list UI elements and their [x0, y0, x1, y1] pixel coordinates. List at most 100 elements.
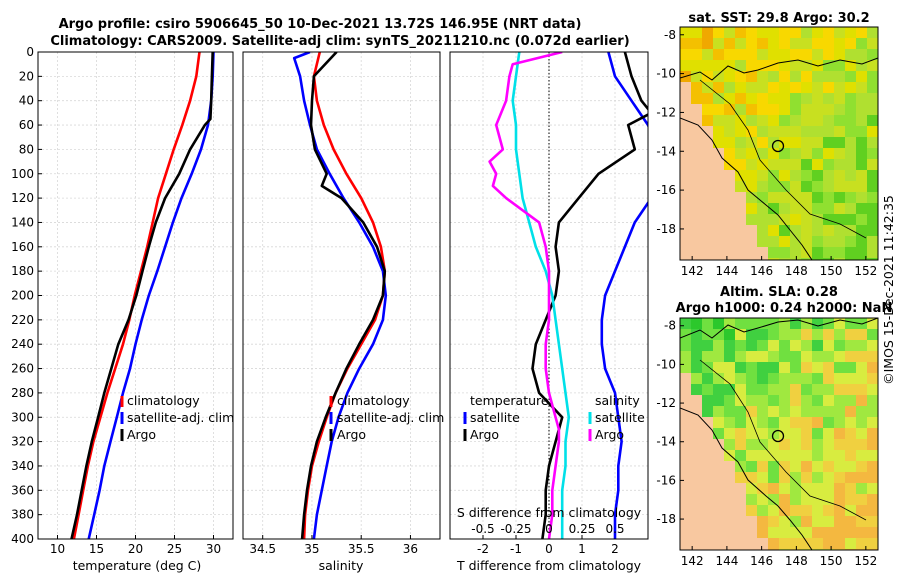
map-cell — [779, 516, 790, 527]
map-cell — [724, 38, 735, 49]
map-cell — [735, 181, 746, 192]
map-cell — [757, 505, 768, 516]
map-cell — [801, 170, 812, 181]
map-cell — [735, 93, 746, 104]
difference-frame — [449, 51, 649, 540]
map-cell — [768, 329, 779, 340]
map-cell — [801, 137, 812, 148]
map-cell — [867, 439, 878, 450]
sst-map-axes: 142 144 146 148 150 152 -8 -10 -12 -14 -16 -18 — [656, 28, 877, 278]
map-cell — [724, 362, 735, 373]
map-cell — [801, 60, 812, 71]
map-cell — [867, 159, 878, 170]
map-cell — [768, 203, 779, 214]
map-cell — [702, 27, 713, 38]
map-cell — [812, 472, 823, 483]
map-y-tick-label: -14 — [656, 144, 676, 158]
map-cell — [812, 450, 823, 461]
map-cell — [856, 192, 867, 203]
map-cell — [735, 428, 746, 439]
map-cell — [812, 148, 823, 159]
map-cell — [845, 104, 856, 115]
map-cell — [702, 384, 713, 395]
map-cell — [823, 340, 834, 351]
map-cell — [790, 318, 801, 329]
map-cell — [812, 82, 823, 93]
map-cell — [823, 38, 834, 49]
map-cell — [845, 181, 856, 192]
map-cell — [768, 406, 779, 417]
map-cell — [735, 49, 746, 60]
map-cell — [823, 82, 834, 93]
isobath — [699, 79, 867, 239]
map-cell — [757, 450, 768, 461]
map-cell — [735, 38, 746, 49]
map-cell — [746, 461, 757, 472]
map-cell — [845, 236, 856, 247]
map-cell — [790, 126, 801, 137]
map-cell — [757, 192, 768, 203]
map-cell — [768, 450, 779, 461]
map-cell — [746, 318, 757, 329]
map-cell — [801, 340, 812, 351]
map-cell — [746, 115, 757, 126]
map-cell — [746, 192, 757, 203]
map-cell — [680, 38, 691, 49]
map-cell — [790, 439, 801, 450]
map-cell — [713, 38, 724, 49]
map-cell — [691, 82, 702, 93]
map-cell — [757, 49, 768, 60]
x-tick-label: 0 — [545, 542, 553, 556]
legend-climatology: climatology — [337, 393, 410, 408]
map-cell — [790, 93, 801, 104]
map-cell — [834, 494, 845, 505]
map-cell — [757, 148, 768, 159]
map-cell — [834, 527, 845, 538]
map-cell — [779, 126, 790, 137]
map-cell — [768, 340, 779, 351]
map-cell — [812, 505, 823, 516]
map-cell — [812, 115, 823, 126]
map-cell — [834, 214, 845, 225]
map-cell — [790, 159, 801, 170]
legend-satellite: satellite-adj. clim — [337, 410, 444, 425]
map-cell — [790, 373, 801, 384]
map-cell — [757, 329, 768, 340]
map-cell — [823, 373, 834, 384]
map-cell — [702, 362, 713, 373]
map-cell — [768, 417, 779, 428]
x-tick-label: 34.5 — [249, 542, 276, 556]
map-cell — [746, 483, 757, 494]
map-cell — [713, 428, 724, 439]
series-line-salinity-satellite — [511, 52, 571, 539]
map-cell — [823, 60, 834, 71]
series-line-satellite-adj-clim — [87, 52, 215, 539]
map-cell — [823, 203, 834, 214]
map-cell — [790, 516, 801, 527]
map-cell — [867, 362, 878, 373]
map-cell — [801, 203, 812, 214]
map-cell — [746, 439, 757, 450]
y-tick-label: 220 — [11, 313, 34, 327]
map-cell — [691, 362, 702, 373]
map-cell — [768, 472, 779, 483]
map-cell — [746, 450, 757, 461]
map-cell — [856, 384, 867, 395]
map-cell — [779, 247, 790, 258]
legend-climatology: climatology — [127, 393, 200, 408]
map-cell — [867, 417, 878, 428]
series-line-temperature-argo — [531, 52, 648, 539]
map-cell — [801, 104, 812, 115]
temperature-xlabel: temperature (deg C) — [73, 558, 202, 573]
map-cell — [856, 137, 867, 148]
map-cell — [812, 439, 823, 450]
map-cell — [779, 472, 790, 483]
map-cell — [801, 351, 812, 362]
map-cell — [768, 373, 779, 384]
map-cell — [834, 318, 845, 329]
map-cell — [779, 181, 790, 192]
map-cell — [834, 93, 845, 104]
map-cell — [845, 318, 856, 329]
map-cell — [845, 27, 856, 38]
map-cell — [702, 82, 713, 93]
